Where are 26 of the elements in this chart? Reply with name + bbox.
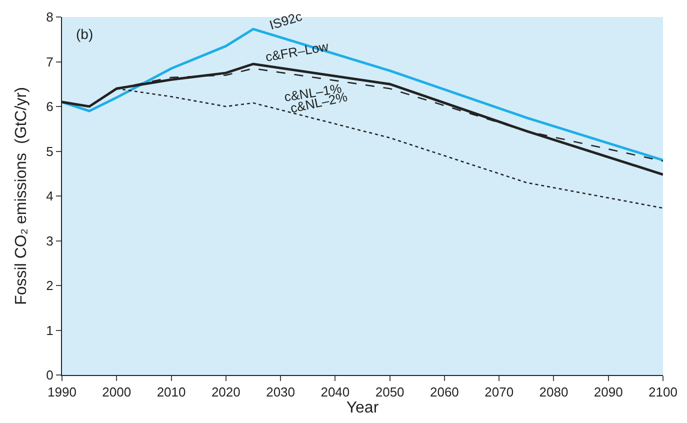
y-tick-label: 3	[46, 233, 54, 248]
y-tick-label: 5	[46, 144, 54, 159]
x-tick-label: 1990	[48, 384, 76, 400]
y-tick-label: 4	[46, 188, 54, 204]
x-tick-label: 2090	[594, 384, 623, 400]
annotation: (b)	[76, 26, 94, 42]
x-tick-label: 2030	[266, 384, 296, 400]
x-tick-label: 2060	[430, 384, 459, 400]
y-tick-label: 1	[46, 322, 54, 338]
y-tick-label: 7	[46, 54, 54, 70]
y-tick-label: 6	[46, 99, 54, 114]
x-axis-title: Year	[346, 400, 380, 417]
x-tick-label: 2070	[484, 384, 514, 400]
x-tick-label: 2040	[320, 384, 350, 400]
text: IS92c	[268, 8, 304, 33]
text: c&FR–Low	[264, 38, 330, 64]
x-tick-label: 2010	[156, 384, 186, 400]
y-tick-label: 2	[46, 278, 54, 294]
x-tick-label: 2000	[102, 384, 132, 400]
x-tick-label: 2080	[539, 384, 568, 400]
y-axis-title: Fossil CO₂ emissions (GtC/yr)	[13, 87, 30, 305]
y-tick-label: 8	[46, 10, 54, 25]
x-tick-label: 2100	[648, 384, 678, 400]
x-tick-label: 2050	[375, 384, 404, 400]
x-tick-label: 2020	[211, 384, 240, 400]
y-tick-label: 0	[46, 368, 54, 383]
